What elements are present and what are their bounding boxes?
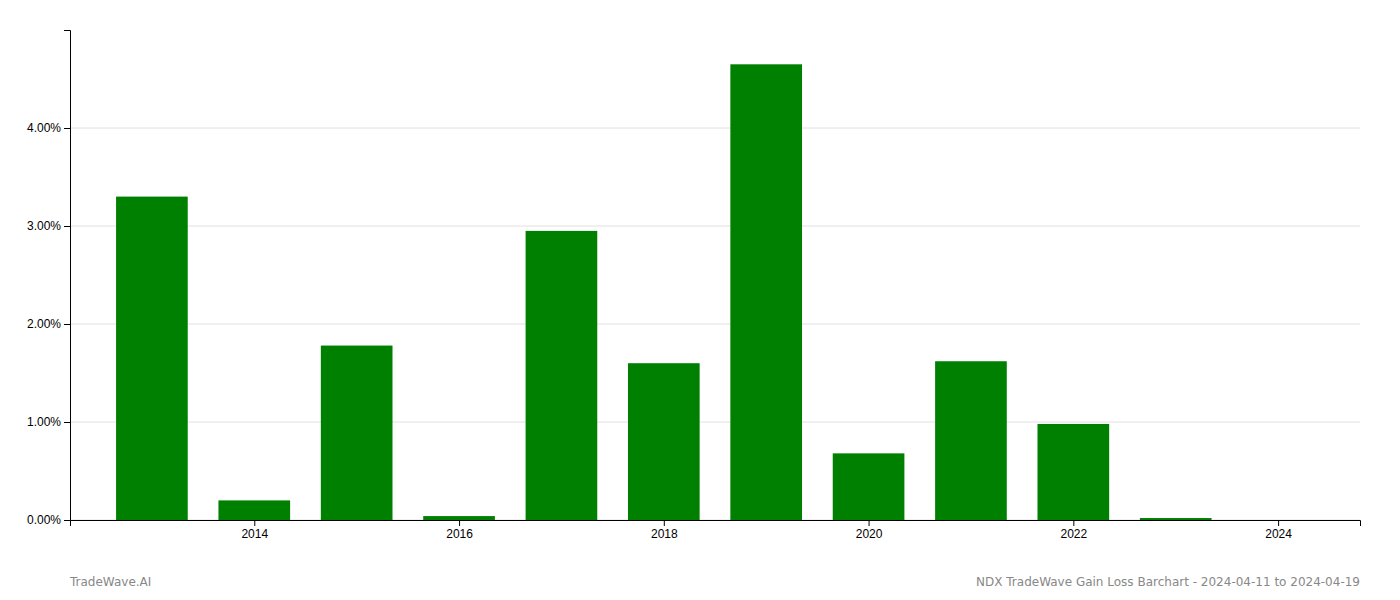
x-tick: 2016	[446, 520, 473, 541]
x-tick: 2014	[241, 520, 268, 541]
x-tick-mark	[1278, 520, 1279, 526]
x-tick-label: 2014	[241, 527, 268, 541]
bar	[833, 453, 905, 520]
y-axis-line	[64, 31, 71, 521]
bar	[935, 361, 1007, 520]
x-tick-mark	[869, 520, 870, 526]
grid-line	[70, 324, 1360, 325]
x-tick-label: 2020	[856, 527, 883, 541]
chart: 2014 2016 2018 2020 2022 2024 0.00% 1.00% 2.00% 3…	[0, 0, 1400, 600]
y-tick: 0.00%	[27, 513, 70, 527]
y-tick-label: 0.00%	[27, 513, 61, 527]
bar	[423, 516, 495, 520]
bar	[1140, 518, 1212, 520]
bar	[730, 64, 802, 520]
x-tick-label: 2018	[651, 527, 678, 541]
grid	[70, 128, 1360, 520]
y-tick-label: 1.00%	[27, 415, 61, 429]
grid-line	[70, 128, 1360, 129]
x-tick-mark	[459, 520, 460, 526]
x-tick-mark	[1073, 520, 1074, 526]
x-axis-line	[71, 521, 1361, 527]
x-tick: 2024	[1265, 520, 1292, 541]
x-tick-label: 2022	[1060, 527, 1087, 541]
y-tick-mark	[64, 520, 70, 521]
x-tick: 2018	[651, 520, 678, 541]
footer-right: NDX TradeWave Gain Loss Barchart - 2024-…	[976, 575, 1360, 589]
y-tick: 3.00%	[27, 219, 70, 233]
bar	[526, 231, 598, 520]
bar	[321, 346, 393, 520]
plot: 2014 2016 2018 2020 2022 2024 0.00% 1.00% 2.00% 3…	[27, 31, 1361, 541]
bar	[1038, 424, 1110, 520]
x-tick-mark	[664, 520, 665, 526]
y-tick-mark	[64, 226, 70, 227]
x-tick-label: 2016	[446, 527, 473, 541]
y-tick: 1.00%	[27, 415, 70, 429]
x-axis: 2014 2016 2018 2020 2022 2024	[71, 520, 1361, 541]
y-tick-label: 2.00%	[27, 317, 61, 331]
y-tick-label: 3.00%	[27, 219, 61, 233]
bar	[116, 197, 188, 520]
grid-line	[70, 422, 1360, 423]
y-tick-mark	[64, 422, 70, 423]
bar	[218, 500, 290, 520]
footer-left: TradeWave.AI	[69, 575, 151, 589]
y-axis: 0.00% 1.00% 2.00% 3.00% 4.00%	[27, 31, 71, 528]
y-tick-label: 4.00%	[27, 121, 61, 135]
bars	[116, 64, 1211, 520]
x-tick-mark	[254, 520, 255, 526]
x-tick: 2020	[856, 520, 883, 541]
y-tick-mark	[64, 128, 70, 129]
y-tick-mark	[64, 324, 70, 325]
bar	[628, 363, 700, 520]
y-tick: 2.00%	[27, 317, 70, 331]
x-tick-label: 2024	[1265, 527, 1292, 541]
x-tick: 2022	[1060, 520, 1087, 541]
grid-line	[70, 226, 1360, 227]
y-tick: 4.00%	[27, 121, 70, 135]
